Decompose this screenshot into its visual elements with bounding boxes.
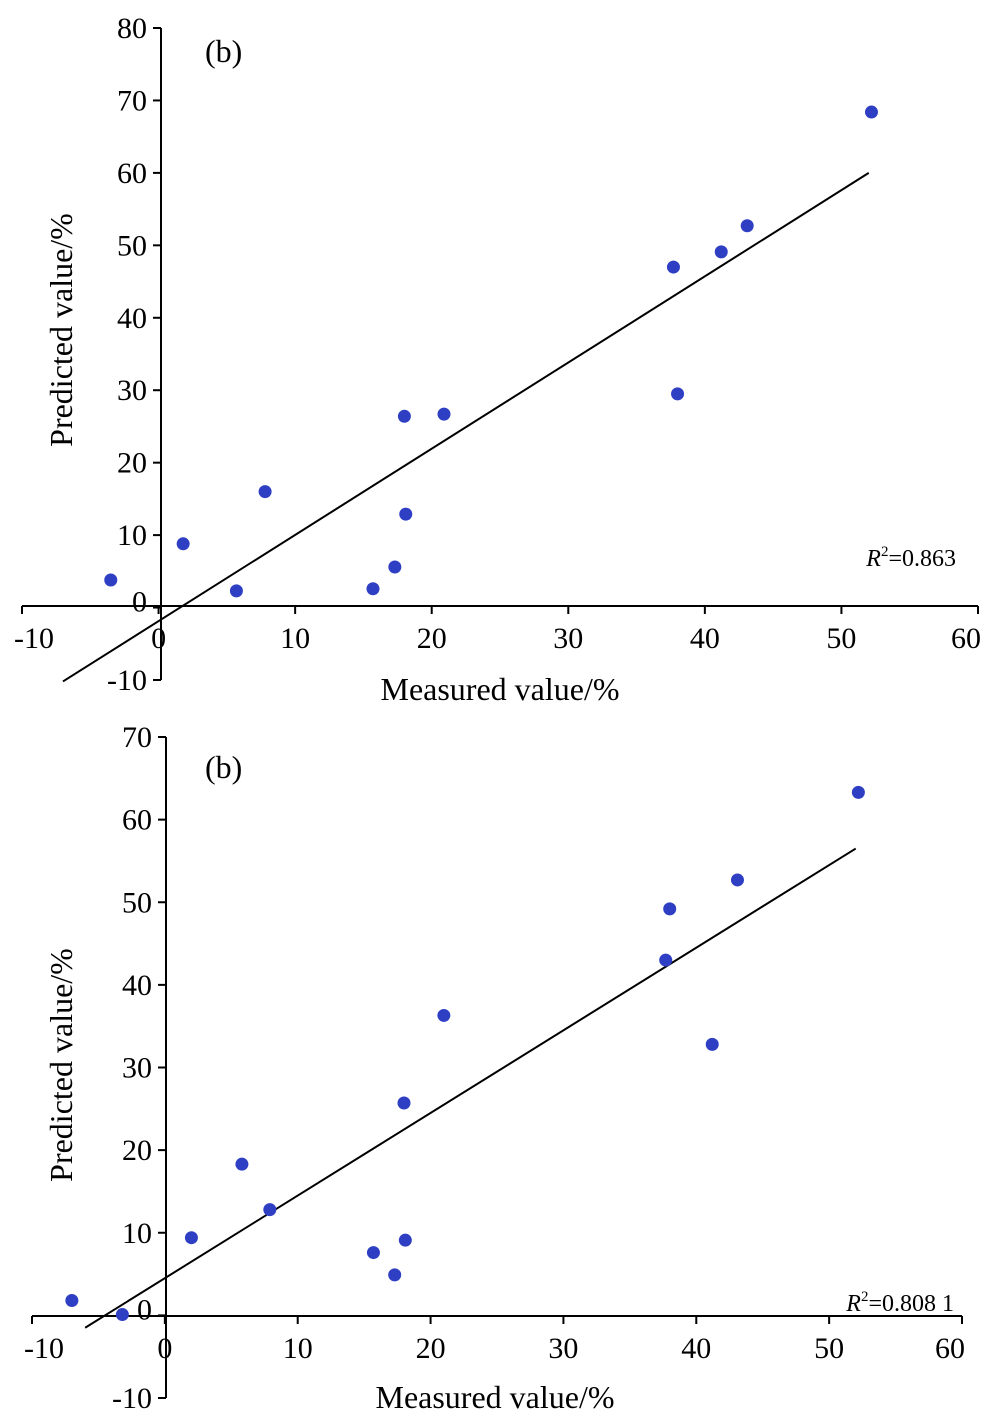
x-tick-label: 10: [280, 622, 310, 655]
y-tick-label: -10: [112, 1382, 152, 1415]
data-point: [705, 1037, 719, 1051]
data-point: [176, 537, 190, 551]
data-point: [184, 1231, 198, 1245]
y-tick-label: 20: [122, 1134, 152, 1167]
data-point: [104, 573, 118, 587]
y-tick-label: 60: [117, 157, 147, 190]
data-point: [366, 1246, 380, 1260]
data-point: [115, 1308, 129, 1322]
y-tick-label: 20: [117, 447, 147, 480]
y-tick-label: 50: [117, 229, 147, 262]
y-tick-label: 30: [117, 374, 147, 407]
y-tick-label: 10: [122, 1217, 152, 1250]
panel-label: (b): [205, 33, 242, 69]
regression-line: [84, 847, 857, 1329]
y-tick-label: 40: [117, 302, 147, 335]
x-tick-label: 50: [814, 1332, 844, 1365]
data-point: [258, 485, 272, 499]
x-tick-label: 30: [548, 1332, 578, 1365]
r-squared-label: R2=0.808 1: [845, 1289, 954, 1317]
data-point: [666, 260, 680, 274]
x-tick-label: -10: [24, 1332, 64, 1365]
data-point: [730, 873, 744, 887]
data-point: [388, 1268, 402, 1282]
x-tick-label: 40: [690, 622, 720, 655]
y-tick-label: 40: [122, 969, 152, 1002]
y-tick-label: 0: [137, 1293, 152, 1326]
x-tick-label: 60: [935, 1332, 965, 1365]
data-point: [864, 105, 878, 119]
y-tick-label: 10: [117, 519, 147, 552]
data-point: [397, 409, 411, 423]
x-tick-label: 40: [681, 1332, 711, 1365]
x-tick-label: 20: [416, 1332, 446, 1365]
x-tick-label: 10: [283, 1332, 313, 1365]
y-tick-label: 60: [122, 804, 152, 837]
data-point: [437, 407, 451, 421]
y-tick-label: 30: [122, 1052, 152, 1085]
data-point: [397, 1096, 411, 1110]
data-point: [399, 507, 413, 521]
x-tick-label: -10: [14, 622, 54, 655]
data-point: [235, 1157, 249, 1171]
r-squared-label: R2=0.863: [865, 544, 956, 572]
x-tick-label: 0: [151, 622, 166, 655]
y-axis-title: Predicted value/%: [43, 948, 79, 1182]
y-tick-label: -10: [107, 664, 147, 697]
data-point: [437, 1008, 451, 1022]
x-axis-title: Measured value/%: [380, 671, 619, 707]
x-tick-label: 60: [951, 622, 981, 655]
data-point: [229, 584, 243, 598]
data-point: [663, 902, 677, 916]
data-point: [740, 219, 754, 233]
x-tick-label: 50: [826, 622, 856, 655]
x-tick-label: 0: [157, 1332, 172, 1365]
data-point: [851, 785, 865, 799]
x-tick-label: 20: [417, 622, 447, 655]
y-tick-label: 70: [117, 84, 147, 117]
panel-label: (b): [205, 749, 242, 785]
data-point: [366, 582, 380, 596]
data-point: [65, 1294, 79, 1308]
data-point: [659, 953, 673, 967]
x-tick-label: 30: [553, 622, 583, 655]
data-point: [263, 1203, 277, 1217]
y-tick-label: 0: [132, 586, 147, 619]
data-point: [398, 1233, 412, 1247]
y-axis-title: Predicted value/%: [43, 213, 79, 447]
data-point: [388, 560, 402, 574]
data-point: [671, 387, 685, 401]
x-axis-title: Measured value/%: [375, 1379, 614, 1415]
y-tick-label: 50: [122, 886, 152, 919]
chart-panel-bottom: -10 0 10 20 30 40 50 60-10010203040506070(b)R2=…: [24, 721, 965, 1415]
chart-panel-top: -10 0 10 20 30 40 50 60-1001020304050607080(b)R…: [14, 12, 981, 707]
data-point: [714, 245, 728, 259]
y-tick-label: 70: [122, 721, 152, 754]
regression-line: [62, 172, 870, 683]
y-tick-label: 80: [117, 12, 147, 45]
